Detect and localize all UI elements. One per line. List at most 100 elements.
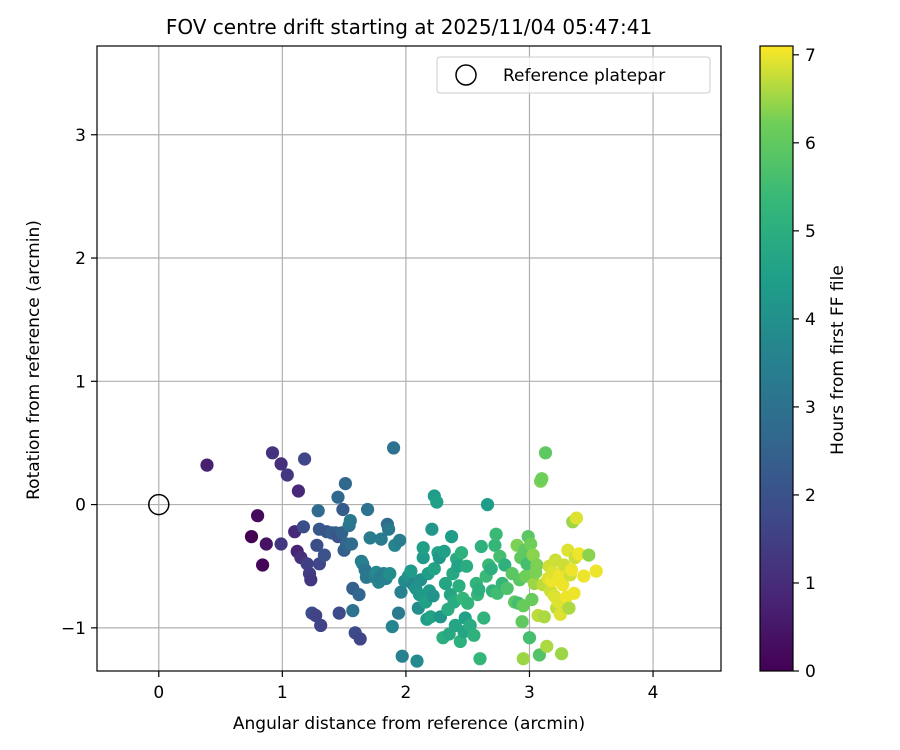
data-point: [416, 541, 430, 555]
data-point: [477, 611, 491, 625]
colorbar-gradient: [760, 46, 793, 671]
data-point: [332, 606, 346, 620]
data-point: [259, 537, 273, 551]
data-point: [338, 477, 352, 491]
data-point: [424, 610, 438, 624]
colorbar-tick-label: 0: [805, 662, 816, 682]
data-point: [555, 647, 569, 661]
data-point: [426, 589, 440, 603]
data-point: [582, 548, 596, 562]
data-point: [437, 544, 451, 559]
data-point: [526, 548, 540, 562]
colorbar-frame: [759, 45, 794, 672]
data-point: [480, 498, 495, 512]
legend-box: [436, 56, 711, 94]
reference-platepar-marker: [148, 493, 170, 516]
data-point: [353, 632, 367, 646]
data-point: [564, 563, 579, 577]
data-point: [251, 509, 265, 523]
data-point: [484, 562, 498, 576]
data-point: [352, 588, 366, 602]
data-point: [452, 579, 466, 593]
data-point: [498, 558, 512, 572]
data-point: [304, 573, 318, 587]
data-point: [463, 618, 477, 633]
data-point: [385, 620, 399, 634]
data-point: [317, 548, 331, 562]
y-tick-label: 2: [75, 249, 86, 269]
data-point: [361, 502, 375, 517]
data-point: [519, 569, 533, 583]
data-point: [589, 564, 603, 578]
data-point: [244, 530, 259, 544]
y-axis-ticks: −1 0 1 2 3: [61, 126, 97, 639]
y-tick-label: 3: [75, 126, 86, 146]
data-point: [331, 490, 345, 504]
data-point: [489, 527, 503, 541]
data-point: [425, 522, 439, 536]
data-point: [540, 639, 554, 653]
data-point: [314, 618, 328, 633]
data-point: [569, 511, 584, 525]
y-tick-label: 0: [75, 496, 86, 516]
data-point: [532, 648, 547, 662]
legend-marker-open-circle: [455, 64, 477, 86]
data-point: [530, 558, 544, 572]
y-tick-label: −1: [61, 619, 86, 639]
data-point: [474, 539, 488, 554]
data-point: [525, 592, 539, 607]
data-point: [538, 446, 553, 460]
data-point: [537, 610, 551, 624]
data-point: [310, 538, 324, 552]
data-point: [256, 558, 270, 572]
x-tick-label: 2: [400, 683, 411, 703]
data-point: [562, 601, 576, 615]
x-tick-label: 3: [524, 683, 535, 703]
data-point: [296, 520, 310, 534]
data-point: [515, 615, 529, 629]
plot-frame: [96, 45, 722, 672]
data-point: [363, 531, 377, 545]
y-axis-label: Rotation from reference (arcmin): [24, 220, 44, 500]
data-point: [387, 441, 401, 455]
data-point: [572, 547, 586, 561]
colorbar-tick-label: 6: [805, 134, 816, 154]
colorbar-tick-label: 7: [805, 46, 816, 66]
legend: Reference platepar: [436, 56, 711, 94]
data-point: [393, 533, 407, 547]
data-point: [343, 514, 357, 528]
data-point: [298, 452, 312, 466]
data-point: [394, 585, 408, 599]
x-axis-ticks: 0 1 2 3 4: [153, 671, 658, 703]
data-point: [459, 559, 474, 573]
colorbar-label: Hours from first FF file: [828, 265, 848, 455]
data-point: [461, 596, 475, 610]
data-point: [516, 652, 530, 666]
data-point: [382, 522, 396, 536]
data-point: [311, 504, 325, 518]
data-point: [410, 654, 424, 668]
colorbar: 0 1 2 3 4 5 6 7 Hours from first FF file: [759, 45, 848, 682]
data-point: [445, 530, 459, 544]
colorbar-tick-label: 3: [805, 398, 816, 418]
data-point: [395, 649, 409, 663]
data-point: [577, 569, 591, 583]
data-point: [490, 586, 504, 600]
data-point: [309, 608, 323, 623]
y-tick-label: 1: [75, 372, 86, 392]
data-point: [438, 576, 453, 591]
data-point: [404, 564, 418, 578]
colorbar-tick-label: 1: [805, 574, 816, 594]
x-tick-label: 1: [277, 683, 288, 703]
data-point: [374, 532, 388, 546]
colorbar-tick-label: 4: [805, 310, 816, 330]
data-point: [488, 538, 502, 552]
data-point: [522, 631, 537, 645]
data-point: [472, 583, 486, 597]
data-point: [274, 457, 288, 471]
data-point: [265, 446, 280, 460]
chart-title: FOV centre drift starting at 2025/11/04 …: [166, 15, 652, 39]
data-point: [346, 604, 360, 618]
data-point: [430, 495, 444, 509]
